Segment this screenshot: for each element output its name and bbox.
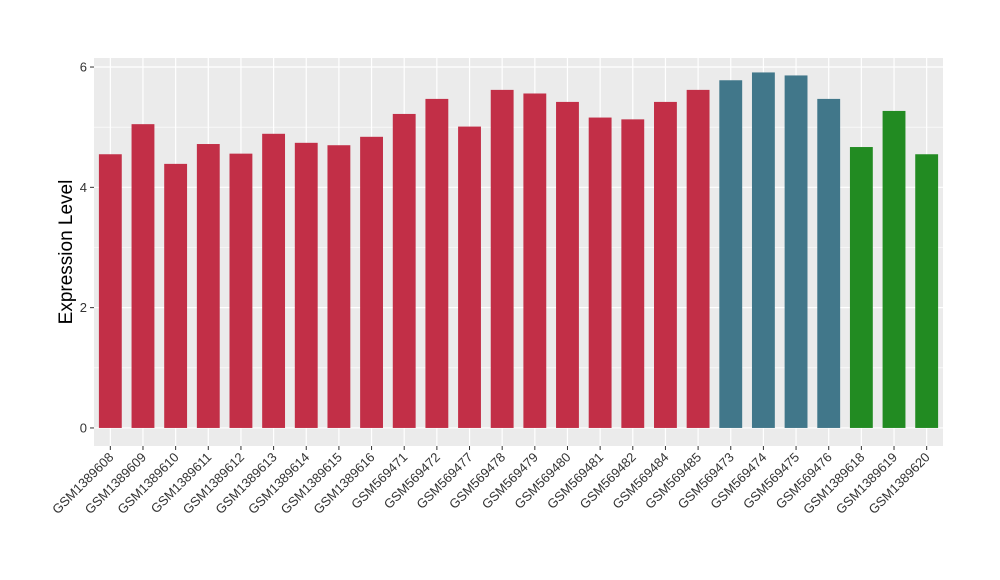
plot-panel (94, 58, 943, 446)
y-axis: 0 2 4 6 (80, 60, 94, 435)
bar (425, 98, 449, 428)
bar (588, 117, 612, 428)
y-tick-label: 2 (80, 300, 87, 315)
bar (392, 113, 416, 428)
bar (360, 136, 383, 428)
y-axis-title: Expression Level (56, 180, 77, 325)
bar (229, 153, 253, 428)
bars (98, 72, 939, 428)
y-tick-label: 4 (80, 180, 87, 195)
bar (327, 145, 351, 428)
bar (556, 101, 579, 428)
bar (686, 89, 710, 428)
bar (882, 110, 906, 428)
bar (621, 119, 645, 428)
bar (654, 101, 677, 428)
bar (196, 144, 220, 428)
y-tick-label: 0 (80, 420, 87, 435)
bar (164, 163, 188, 428)
bar (915, 154, 939, 428)
x-axis: GSM1389608GSM1389609GSM1389610GSM1389611… (49, 446, 933, 517)
bar (719, 80, 743, 428)
bar (98, 154, 122, 428)
bar (523, 93, 547, 428)
bar (490, 89, 514, 428)
bar (131, 124, 155, 428)
bar (262, 133, 286, 428)
bar (817, 98, 841, 428)
bar (784, 75, 808, 428)
y-tick-label: 6 (80, 60, 87, 75)
bar (751, 72, 775, 428)
bar (294, 142, 318, 428)
bar (458, 126, 481, 428)
bar (849, 147, 873, 428)
